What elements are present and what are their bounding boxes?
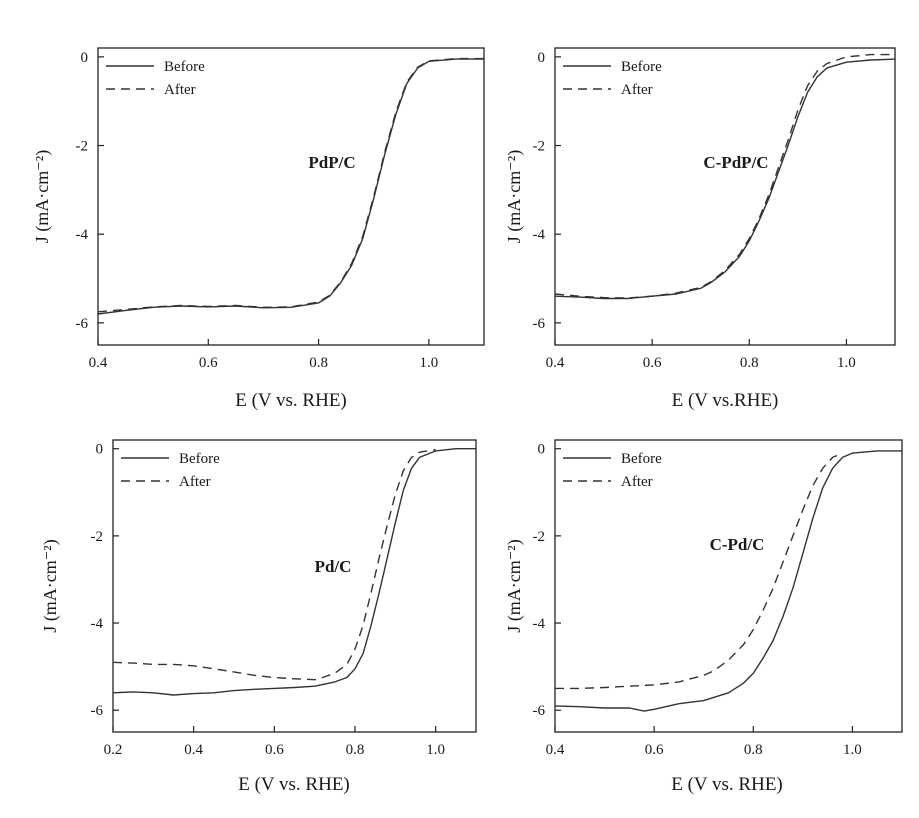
x-tick-label: 0.6 bbox=[265, 742, 284, 758]
series-line-after bbox=[555, 452, 843, 690]
x-tick-label: 0.4 bbox=[546, 355, 565, 371]
chart-panel-2: 0.4 0.6 0.8 1.0 0 -2 -4 -6 Before After C-PdP/C E (… bbox=[504, 47, 896, 411]
y-tick-label: -2 bbox=[76, 139, 89, 155]
y-tick-label: 0 bbox=[538, 50, 546, 66]
legend-label-after: After bbox=[164, 82, 196, 98]
x-tick-label: 1.0 bbox=[837, 355, 856, 371]
x-tick-label: 0.6 bbox=[645, 742, 664, 758]
x-tick-label: 0.8 bbox=[309, 355, 328, 371]
sample-annotation: Pd/C bbox=[315, 557, 352, 576]
y-tick-label: -4 bbox=[533, 227, 546, 243]
series-line-before bbox=[554, 58, 896, 300]
y-tick-label: -4 bbox=[533, 616, 546, 632]
legend-label-before: Before bbox=[621, 59, 662, 75]
y-tick-label: -6 bbox=[91, 703, 104, 719]
y-tick-label: -2 bbox=[91, 529, 104, 545]
series-line-before bbox=[112, 448, 476, 696]
series-line-after bbox=[97, 57, 484, 313]
y-axis-label: J (mA·cm⁻²) bbox=[40, 539, 61, 632]
x-tick-label: 1.0 bbox=[426, 742, 445, 758]
legend-label-before: Before bbox=[179, 451, 220, 467]
x-tick-label: 0.2 bbox=[104, 742, 123, 758]
x-tick-label: 0.8 bbox=[346, 742, 365, 758]
plot-frame bbox=[97, 47, 485, 346]
plot-frame bbox=[554, 439, 903, 733]
sample-annotation: C-Pd/C bbox=[710, 535, 765, 554]
x-tick-label: 1.0 bbox=[843, 742, 862, 758]
x-axis-label: E (V vs. RHE) bbox=[235, 390, 347, 411]
legend-label-after: After bbox=[179, 474, 211, 490]
y-tick-label: -6 bbox=[533, 316, 546, 332]
y-tick-label: 0 bbox=[96, 442, 104, 458]
chart-panel-4: 0.4 0.6 0.8 1.0 0 -2 -4 -6 Before After C-Pd/C E (V… bbox=[504, 439, 903, 795]
y-tick-label: 0 bbox=[81, 50, 89, 66]
x-tick-label: 1.0 bbox=[419, 355, 438, 371]
chart-panel-1: 0.4 0.6 0.8 1.0 0 -2 -4 -6 Before After PdP/C E (V … bbox=[32, 47, 485, 411]
plot-frame bbox=[554, 47, 896, 346]
series-line-after bbox=[112, 448, 436, 681]
sample-annotation: PdP/C bbox=[308, 153, 355, 172]
series-line-before bbox=[97, 58, 484, 315]
y-axis-label: J (mA·cm⁻²) bbox=[504, 539, 525, 632]
x-axis-label: E (V vs. RHE) bbox=[238, 774, 350, 795]
legend-label-after: After bbox=[621, 82, 653, 98]
plot-frame bbox=[112, 439, 477, 733]
series-line-after bbox=[554, 53, 895, 299]
x-tick-label: 0.6 bbox=[199, 355, 218, 371]
y-tick-label: -4 bbox=[76, 227, 89, 243]
x-tick-label: 0.6 bbox=[643, 355, 662, 371]
sample-annotation: C-PdP/C bbox=[703, 153, 768, 172]
y-tick-label: -4 bbox=[91, 616, 104, 632]
x-tick-label: 0.4 bbox=[89, 355, 108, 371]
series-line-before bbox=[554, 450, 902, 712]
y-axis-label: J (mA·cm⁻²) bbox=[504, 150, 525, 243]
y-tick-label: -6 bbox=[533, 703, 546, 719]
y-axis-label: J (mA·cm⁻²) bbox=[32, 150, 53, 243]
x-axis-label: E (V vs.RHE) bbox=[672, 390, 779, 411]
y-tick-label: -2 bbox=[533, 529, 546, 545]
x-tick-label: 0.8 bbox=[740, 355, 759, 371]
y-tick-label: -6 bbox=[76, 316, 89, 332]
x-tick-label: 0.8 bbox=[744, 742, 763, 758]
y-tick-label: 0 bbox=[538, 442, 546, 458]
x-axis-label: E (V vs. RHE) bbox=[671, 774, 783, 795]
legend-label-before: Before bbox=[621, 451, 662, 467]
y-tick-label: -2 bbox=[533, 139, 546, 155]
x-tick-label: 0.4 bbox=[184, 742, 203, 758]
x-tick-label: 0.4 bbox=[546, 742, 565, 758]
legend-label-after: After bbox=[621, 474, 653, 490]
chart-panel-3: 0.2 0.4 0.6 0.8 1.0 0 -2 -4 -6 Before After Pd/C E (… bbox=[40, 439, 477, 795]
legend-label-before: Before bbox=[164, 59, 205, 75]
